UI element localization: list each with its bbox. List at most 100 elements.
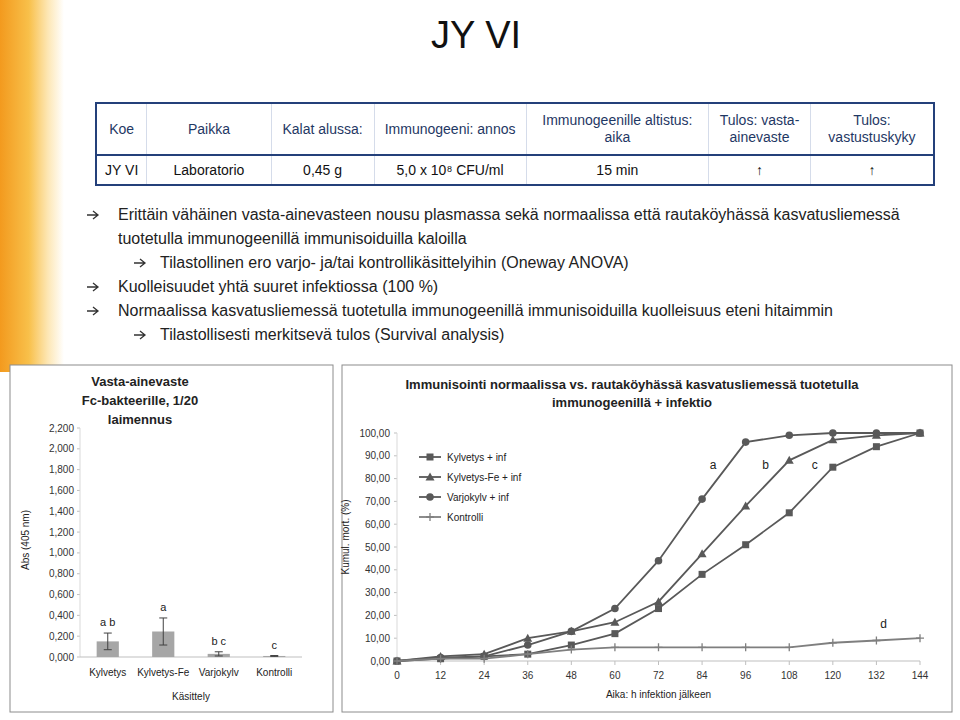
bullet-arrow (133, 330, 147, 340)
legend: Kylvetys + inf Kylvetys-Fe + inf Varjokylv… (419, 452, 521, 523)
y-tick-label: 100,00 (359, 428, 390, 439)
marker (698, 495, 706, 503)
legend-label: Kylvetys-Fe + inf (447, 472, 521, 483)
sub-bullet: Tilastollisesti merkitsevä tulos (Surviv… (160, 323, 920, 347)
marker (393, 657, 401, 665)
arrow-shape (134, 331, 145, 339)
y-tick-label: 1,400 (49, 506, 74, 517)
x-tick (876, 661, 877, 665)
x-tick (614, 661, 615, 665)
sub-bullet-text: Tilastollisesti merkitsevä tulos (Surviv… (160, 326, 504, 343)
arrow-shape (134, 259, 145, 267)
error-bar (270, 655, 278, 657)
table-header-cell: Tulos: vasta-ainevaste (709, 103, 811, 155)
marker (480, 655, 488, 663)
series-line (397, 433, 920, 661)
marker (699, 571, 706, 578)
marker (917, 430, 924, 437)
marker (873, 429, 881, 437)
sub-bullet: Tilastollinen ero varjo- ja/tai kontroll… (160, 251, 920, 275)
marker (567, 627, 576, 635)
y-tick-label: 1,200 (49, 527, 74, 538)
marker (654, 597, 663, 605)
y-axis (397, 433, 398, 661)
table-cell: Laboratorio (147, 155, 271, 185)
marker (611, 630, 618, 637)
x-tick-label: 36 (522, 670, 534, 681)
marker (785, 456, 794, 464)
bullet: Erittäin vähäinen vasta-ainevasteen nous… (118, 203, 918, 251)
marker (698, 549, 707, 557)
arrow-shape (87, 283, 98, 291)
marker (427, 454, 434, 461)
x-tick-label: Kylvetys-Fe (137, 667, 190, 678)
x-tick-label: 0 (394, 670, 400, 681)
title-line: Fc-bakteerille, 1/20 (82, 393, 198, 408)
line-chart: Immunisointi normaalissa vs. rautaköyhäs… (340, 377, 929, 700)
marker (742, 438, 750, 446)
annotation: a (160, 601, 167, 613)
legend-label: Kylvetys + inf (447, 452, 506, 463)
title-line: laimennus (108, 412, 172, 427)
table-header-row: KoePaikkaKalat alussa:Immunogeeni: annos… (96, 103, 934, 155)
bullet-list: Erittäin vähäinen vasta-ainevasteen nous… (0, 203, 960, 347)
charts: Vasta-ainevaste Fc-bakteerille, 1/20 laime… (0, 0, 960, 720)
info-table: KoePaikkaKalat alussa:Immunogeeni: annos… (95, 102, 935, 186)
marker (829, 429, 837, 437)
table-cell: 0,45 g (271, 155, 374, 185)
annotation: b c (211, 635, 226, 647)
y-tick-label: 1,800 (49, 464, 74, 475)
marker (611, 605, 619, 613)
x-tick (789, 661, 790, 665)
marker (742, 541, 749, 548)
error-bar (159, 618, 167, 645)
x-axis (397, 661, 920, 662)
legend-label: Kontrolli (447, 512, 483, 523)
legend-label: Varjokylv + inf (447, 492, 509, 503)
y-tick-label: 10,00 (365, 633, 390, 644)
marker (873, 443, 880, 450)
marker (567, 646, 575, 654)
error-bar (215, 652, 223, 656)
x-tick-label: Kontrolli (256, 667, 292, 678)
y-tick-label: 40,00 (365, 564, 390, 575)
y-tick-label: 1,600 (49, 485, 74, 496)
annotation: c (272, 639, 278, 651)
marker (394, 658, 401, 665)
error-bar (104, 633, 112, 650)
x-tick (658, 661, 659, 665)
marker (610, 618, 619, 626)
bar-marks (97, 618, 286, 657)
marker (524, 641, 532, 649)
marker (916, 429, 924, 437)
marker (785, 643, 793, 651)
chart-frame (342, 365, 952, 712)
slide-title: JY VI (0, 14, 952, 57)
table-cell: ↑ (709, 155, 811, 185)
x-tick-label: 96 (740, 670, 752, 681)
marker (437, 655, 445, 663)
y-tick-label: 2,000 (49, 443, 74, 454)
y-axis (80, 428, 81, 657)
x-tick (571, 661, 572, 665)
title-line: Vasta-ainevaste (91, 374, 189, 389)
marker (426, 513, 434, 521)
x-tick-label: 144 (912, 670, 929, 681)
x-tick-label: Kylvetys (89, 667, 126, 678)
y-axis-label: Kumul. mort. (%) (340, 499, 351, 574)
marker (611, 643, 619, 651)
marker (829, 464, 836, 471)
x-axis-label: Käsittely (172, 691, 210, 702)
marker (916, 429, 925, 437)
annotation: a b (100, 616, 115, 628)
y-tick-label: 0,200 (49, 631, 74, 642)
marker (426, 473, 435, 481)
y-tick-label: 0,800 (49, 568, 74, 579)
y-tick-label: 1,000 (49, 547, 74, 558)
y-tick-label: 70,00 (365, 496, 390, 507)
x-tick-label: 108 (781, 670, 798, 681)
arrow-shape (87, 307, 98, 315)
series-line (397, 638, 920, 661)
marker (916, 634, 924, 642)
table-header-cell: Paikka (147, 103, 271, 155)
